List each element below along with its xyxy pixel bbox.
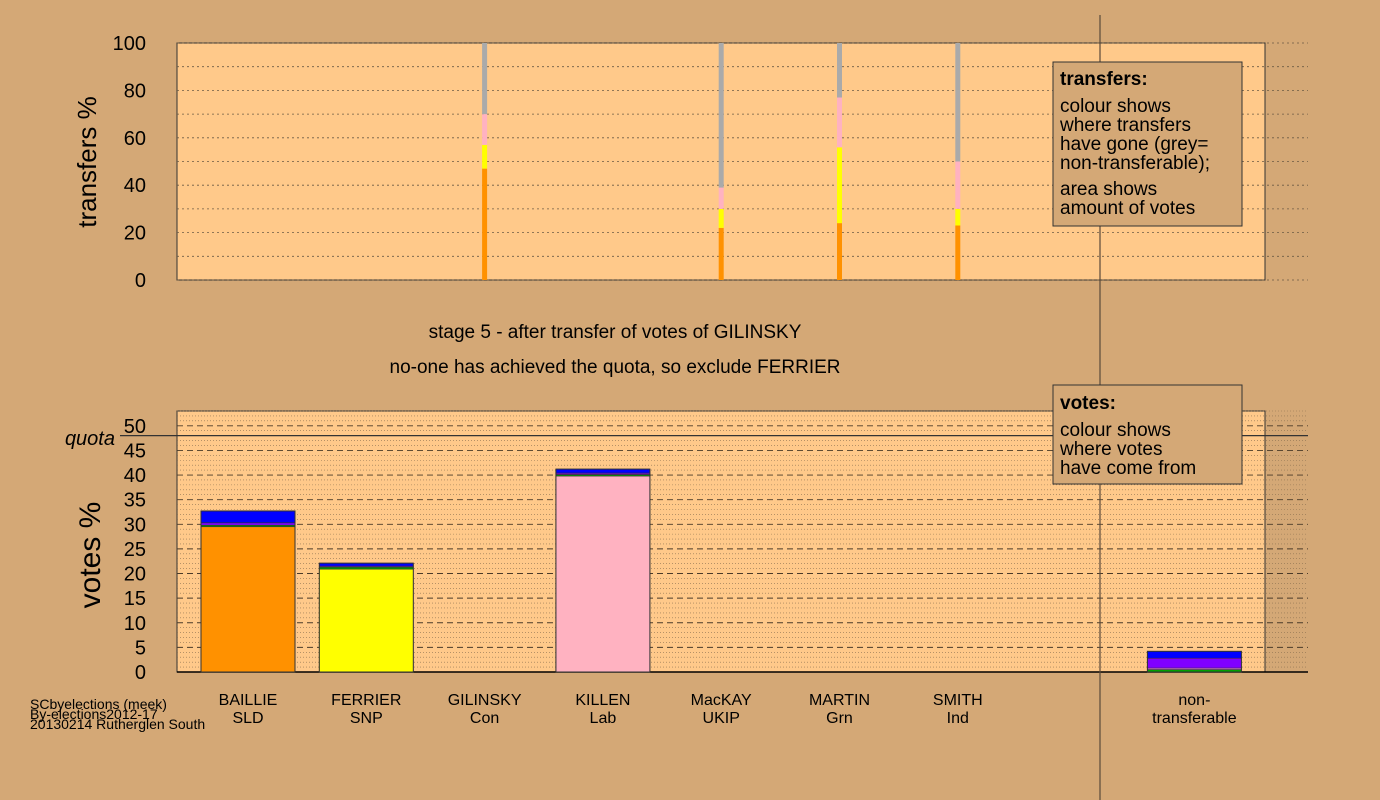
transfer-segment <box>955 161 961 209</box>
transfers-y-tick-label: 20 <box>124 223 146 245</box>
vote-segment <box>318 568 414 673</box>
vote-segment <box>555 468 651 474</box>
footer-line: 20130214 Rutherglen South <box>30 716 205 732</box>
transfer-segment <box>718 43 724 188</box>
transfers-legend-line: where transfers <box>1059 115 1191 136</box>
votes-y-tick-label: 45 <box>124 440 146 462</box>
candidate-name-label: MARTIN <box>809 692 870 709</box>
votes-axis-title: votes % <box>74 502 107 609</box>
transfer-segment <box>718 187 724 209</box>
transfer-segment <box>837 223 842 280</box>
vote-segment <box>200 526 296 673</box>
candidate-name-label: MacKAY <box>691 692 752 709</box>
votes-y-tick-label: 10 <box>124 613 146 635</box>
candidate-party-label: Lab <box>590 710 617 727</box>
transfer-segment <box>482 114 488 145</box>
transfers-legend-line: have gone (grey= <box>1060 134 1208 155</box>
transfers-legend-box <box>1052 61 1243 227</box>
votes-legend-line: colour shows <box>1060 420 1171 441</box>
votes-legend-box <box>1052 384 1243 485</box>
transfer-segment <box>837 43 842 98</box>
candidate-party-label: Grn <box>826 710 853 727</box>
candidate-party-label: SNP <box>350 710 383 727</box>
quota-label: quota <box>65 428 115 450</box>
transfers-y-tick-label: 60 <box>124 128 146 150</box>
vote-segment <box>1147 657 1242 669</box>
transfers-legend-line: non-transferable); <box>1060 153 1210 174</box>
votes-legend-line: have come from <box>1060 458 1196 479</box>
votes-y-tick-label: 25 <box>124 539 146 561</box>
vote-bar-outline <box>200 510 296 673</box>
votes-y-tick-label: 5 <box>135 637 146 659</box>
stage-subtitle: no-one has achieved the quota, so exclud… <box>390 357 841 378</box>
transfer-segment <box>837 147 842 224</box>
vote-segment <box>1147 651 1242 659</box>
transfer-segment <box>718 227 724 280</box>
candidate-party-label: UKIP <box>703 710 740 727</box>
votes-legend-line: where votes <box>1059 439 1162 460</box>
vote-segment <box>555 475 651 673</box>
votes-y-tick-label: 20 <box>124 564 146 586</box>
candidate-party-label: Ind <box>947 710 969 727</box>
footer: SCbyelections (meek) By-elections2012-17… <box>30 696 205 732</box>
votes-y-tick-label: 0 <box>135 662 146 684</box>
footer-line: SCbyelections (meek) <box>30 696 167 712</box>
transfer-segment <box>482 168 488 280</box>
votes-legend-title: votes: <box>1060 393 1116 414</box>
transfers-legend-line: colour shows <box>1060 96 1171 117</box>
votes-y-tick-label: 30 <box>124 514 146 536</box>
vote-bar-outline <box>318 562 414 673</box>
votes-y-tick-label: 15 <box>124 588 146 610</box>
vote-segment <box>200 522 296 526</box>
transfer-segment <box>718 208 724 228</box>
votes-y-tick-label: 40 <box>124 465 146 487</box>
transfers-y-tick-label: 100 <box>113 33 146 55</box>
transfer-segment <box>955 208 961 226</box>
candidate-name-label: non- <box>1178 692 1210 709</box>
votes-y-tick-label: 50 <box>124 416 146 438</box>
candidate-party-label: transferable <box>1152 710 1237 727</box>
candidate-name-label: BAILLIE <box>219 692 278 709</box>
transfer-segment <box>955 43 961 162</box>
candidate-name-label: KILLEN <box>575 692 630 709</box>
transfer-segment <box>482 43 488 115</box>
transfer-segment <box>837 97 842 148</box>
vote-bar-outline <box>555 468 651 673</box>
transfer-segment <box>482 144 488 169</box>
transfer-segment <box>955 225 961 280</box>
transfers-legend-line: area shows <box>1060 179 1157 200</box>
votes-legend: votes: colour shows where votes have com… <box>1052 384 1243 485</box>
transfers-legend-title: transfers: <box>1060 69 1148 90</box>
candidate-party-label: Con <box>470 710 499 727</box>
transfers-axis-title: transfers % <box>72 96 102 228</box>
candidate-name-label: GILINSKY <box>448 692 522 709</box>
footer-line: By-elections2012-17 <box>30 706 158 722</box>
vote-segment <box>200 510 296 524</box>
transfers-y-tick-label: 40 <box>124 175 146 197</box>
candidate-party-label: SLD <box>232 710 263 727</box>
votes-y-tick-label: 35 <box>124 490 146 512</box>
transfers-y-tick-label: 80 <box>124 80 146 102</box>
transfers-y-tick-label: 0 <box>135 270 146 292</box>
stage-title: stage 5 - after transfer of votes of GIL… <box>429 322 802 343</box>
candidate-name-label: SMITH <box>933 692 983 709</box>
transfers-legend-line: amount of votes <box>1060 198 1195 219</box>
transfers-legend: transfers: colour shows where transfers … <box>1052 61 1243 227</box>
candidate-name-label: FERRIER <box>331 692 401 709</box>
vote-bar-outline <box>1146 650 1242 673</box>
